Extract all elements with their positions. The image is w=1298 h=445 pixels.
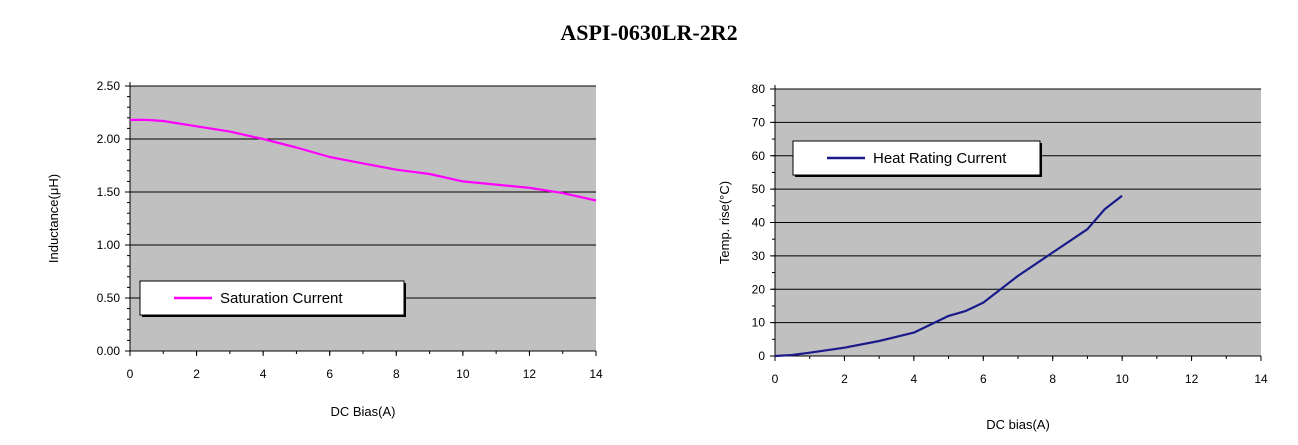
right-x-tick-label: 0	[772, 372, 779, 386]
left-y-tick-label: 2.50	[97, 79, 121, 93]
left-x-tick-label: 2	[193, 367, 200, 381]
left-series-line	[130, 118, 597, 202]
right-y-tick-label: 70	[752, 115, 766, 129]
right-y-tick-label: 60	[752, 149, 766, 163]
page-title: ASPI-0630LR-2R2	[560, 20, 738, 45]
right-y-axis-title: Temp. rise(°C)	[717, 181, 732, 264]
left-y-tick-label: 0.50	[97, 291, 121, 305]
right-y-tick-label: 80	[752, 82, 766, 96]
left-x-axis-title: DC Bias(A)	[330, 404, 395, 419]
right-y-tick-label: 20	[752, 282, 766, 296]
right-x-tick-label: 4	[911, 372, 918, 386]
left-x-tick-label: 6	[326, 367, 333, 381]
right-y-tick-label: 50	[752, 182, 766, 196]
right-x-tick-label: 12	[1185, 372, 1199, 386]
right-x-tick-label: 14	[1254, 372, 1268, 386]
left-y-tick-label: 1.50	[97, 185, 121, 199]
inductance-chart: 0.00 0.50 1.00 1.50 2.00 2.50 0 2 4 6 8 10 12 14 DC Bi…	[46, 79, 603, 419]
left-y-tick-label: 2.00	[97, 132, 121, 146]
left-y-axis-title: Inductance(μH)	[46, 174, 61, 263]
left-x-tick-label: 10	[456, 367, 470, 381]
left-x-tick-label: 0	[127, 367, 134, 381]
right-x-tick-label: 2	[841, 372, 848, 386]
right-y-tick-label: 10	[752, 316, 766, 330]
left-x-tick-label: 12	[523, 367, 537, 381]
right-series-line	[774, 194, 1123, 358]
left-y-tick-label: 0.00	[97, 344, 121, 358]
left-y-tick-label: 1.00	[97, 238, 121, 252]
right-x-tick-label: 6	[980, 372, 987, 386]
right-x-tick-label: 8	[1049, 372, 1056, 386]
left-x-tick-label: 8	[393, 367, 400, 381]
right-legend-label: Heat Rating Current	[873, 150, 1007, 167]
right-y-tick-label: 40	[752, 216, 766, 230]
left-x-tick-label: 4	[260, 367, 267, 381]
right-y-tick-label: 0	[758, 349, 765, 363]
right-x-axis-title: DC bias(A)	[986, 417, 1050, 432]
left-x-tick-label: 14	[589, 367, 603, 381]
right-x-tick-label: 10	[1115, 372, 1129, 386]
left-legend-label: Saturation Current	[220, 290, 343, 307]
right-y-tick-label: 30	[752, 249, 766, 263]
